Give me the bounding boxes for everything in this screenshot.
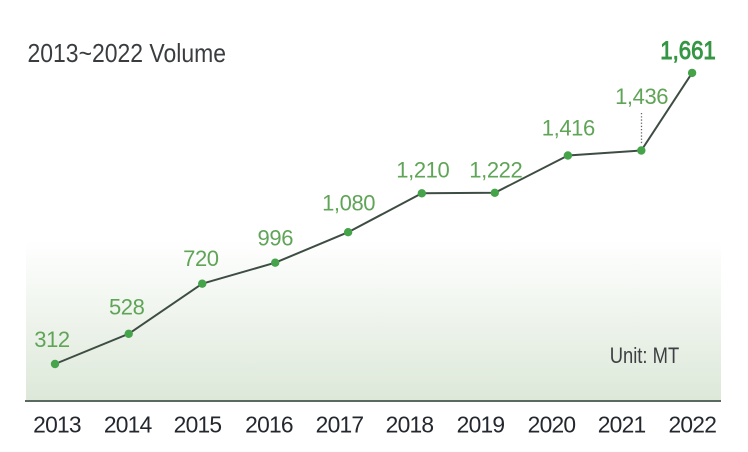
svg-text:1,080: 1,080 <box>322 190 375 215</box>
svg-text:1,222: 1,222 <box>469 158 522 183</box>
svg-text:Unit: MT: Unit: MT <box>610 343 680 368</box>
svg-text:2014: 2014 <box>104 411 153 437</box>
svg-text:1,210: 1,210 <box>396 158 449 183</box>
svg-text:528: 528 <box>109 295 145 320</box>
svg-text:2018: 2018 <box>386 411 434 437</box>
svg-text:2013: 2013 <box>33 411 81 437</box>
svg-text:2013~2022 Volume: 2013~2022 Volume <box>28 38 227 68</box>
svg-text:2017: 2017 <box>316 411 364 437</box>
svg-text:2016: 2016 <box>245 411 293 437</box>
svg-text:2019: 2019 <box>457 411 505 437</box>
svg-text:720: 720 <box>183 246 219 271</box>
svg-text:2021: 2021 <box>598 411 646 437</box>
svg-text:1,436: 1,436 <box>615 84 668 109</box>
svg-text:1,416: 1,416 <box>542 116 595 141</box>
svg-text:312: 312 <box>34 327 70 352</box>
svg-text:996: 996 <box>258 226 294 251</box>
svg-text:2022: 2022 <box>668 411 716 437</box>
svg-text:1,661: 1,661 <box>660 37 716 65</box>
svg-text:2020: 2020 <box>528 411 576 437</box>
svg-text:2015: 2015 <box>174 411 222 437</box>
